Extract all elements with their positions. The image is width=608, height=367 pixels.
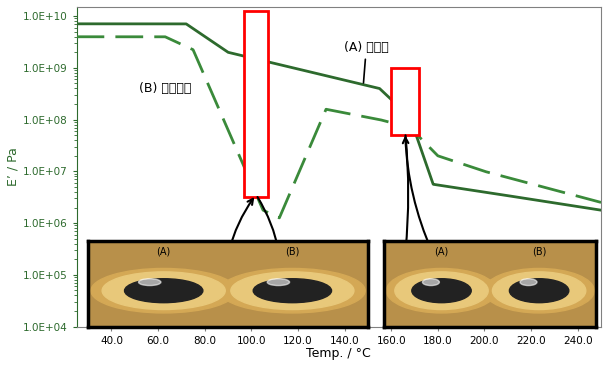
Text: (B): (B) [532, 246, 547, 256]
Circle shape [520, 279, 537, 286]
Circle shape [253, 279, 331, 303]
Circle shape [395, 272, 488, 309]
Circle shape [423, 279, 440, 286]
Text: (A): (A) [434, 246, 449, 256]
Circle shape [125, 279, 203, 303]
Text: (A): (A) [157, 246, 171, 256]
Circle shape [231, 272, 354, 309]
Circle shape [91, 268, 237, 313]
Circle shape [484, 268, 594, 313]
Circle shape [492, 272, 586, 309]
Circle shape [510, 279, 569, 303]
Circle shape [102, 272, 225, 309]
Circle shape [267, 279, 289, 286]
Bar [391, 68, 419, 135]
Circle shape [386, 268, 497, 313]
Circle shape [219, 268, 365, 313]
Circle shape [412, 279, 471, 303]
Bar [244, 11, 268, 197]
Text: (B): (B) [285, 246, 300, 256]
Y-axis label: E’ / Pa: E’ / Pa [7, 148, 20, 186]
Text: (B) 非結晶性: (B) 非結晶性 [139, 82, 192, 95]
X-axis label: Temp. / °C: Temp. / °C [306, 347, 371, 360]
Text: (A) 結晶性: (A) 結晶性 [344, 41, 389, 83]
Circle shape [139, 279, 161, 286]
